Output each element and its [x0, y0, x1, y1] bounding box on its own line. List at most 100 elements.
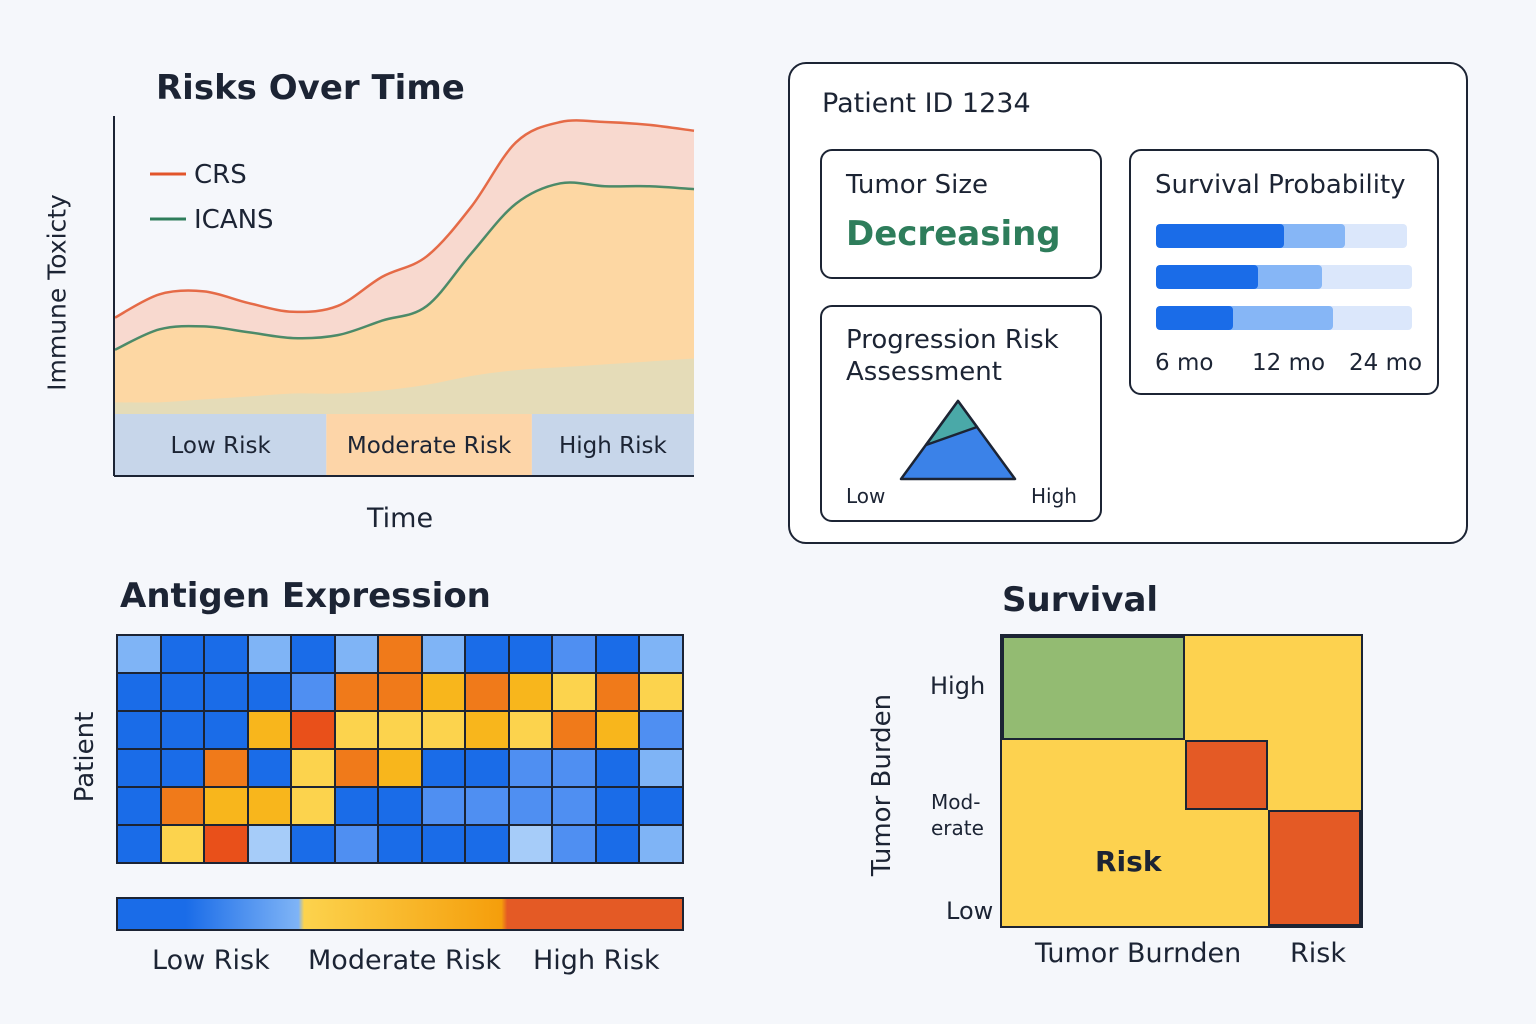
- survival-tick-12mo: 12 mo: [1252, 350, 1326, 376]
- survival-bar-1: [1156, 265, 1412, 289]
- tumor-size-label: Tumor Size: [846, 170, 988, 200]
- progression-low-label: Low: [846, 484, 886, 508]
- heatmap-cell: [248, 750, 291, 786]
- heatmap-cell: [292, 712, 334, 748]
- heatmap-cell: [596, 750, 639, 786]
- risks-y-axis-label: Immune Toxicty: [42, 194, 72, 391]
- heatmap-cell: [596, 788, 639, 824]
- progression-risk-title: Progression Risk Assessment: [846, 325, 1059, 387]
- heatmap-cell: [205, 636, 247, 672]
- survival-bar-2: [1156, 306, 1412, 330]
- heatmap-cell: [248, 712, 291, 748]
- area-line-0: [114, 119, 695, 319]
- heatmap-cell: [335, 826, 378, 862]
- heatmap-cell: [466, 674, 508, 710]
- heatmap-cell: [596, 826, 639, 862]
- heatmap-cell: [118, 712, 160, 748]
- heatmap-cell: [335, 674, 378, 710]
- heatmap-cell: [161, 826, 204, 862]
- heatmap-cell: [335, 712, 378, 748]
- survival-cell-2: [1267, 810, 1361, 926]
- colorbar-label-high: High Risk: [533, 945, 660, 976]
- risks-chart: Low Risk Moderate Risk High Risk CRS ICANS: [113, 116, 695, 477]
- risk-band-label-1: Moderate Risk: [347, 433, 512, 459]
- heatmap-cell: [509, 750, 552, 786]
- survival-bar-fill-0: [1156, 224, 1284, 248]
- survival-tick-6mo: 6 mo: [1155, 350, 1214, 376]
- survival-chart-title: Survival: [1002, 580, 1159, 620]
- heatmap-cell: [248, 636, 291, 672]
- legend-label-0: CRS: [194, 160, 247, 190]
- heatmap-cell: [422, 826, 465, 862]
- survival-y-tick-moderate: Mod- erate: [931, 790, 984, 840]
- heatmap-cell: [161, 712, 204, 748]
- survival-cell-1: [1185, 740, 1268, 810]
- heatmap-cell: [379, 788, 421, 824]
- area-fill-1: [115, 182, 694, 414]
- survival-x-axis-label: Tumor Burnden: [1035, 938, 1242, 969]
- heatmap-cell: [205, 750, 247, 786]
- heatmap-cell: [553, 750, 595, 786]
- heatmap-cell: [205, 674, 247, 710]
- heatmap-cell: [553, 826, 595, 862]
- area-fill-2: [115, 358, 694, 414]
- heatmap-cell: [292, 636, 334, 672]
- heatmap-cell: [161, 788, 204, 824]
- heatmap-cell: [205, 826, 247, 862]
- heatmap-cell: [466, 750, 508, 786]
- heatmap-cell: [335, 788, 378, 824]
- heatmap-cell: [379, 712, 421, 748]
- survival-probability-title: Survival Probability: [1155, 170, 1406, 200]
- antigen-y-axis-label: Patient: [70, 711, 100, 803]
- heatmap-cell: [596, 674, 639, 710]
- legend-label-1: ICANS: [194, 205, 274, 235]
- risk-band-label-0: Low Risk: [171, 433, 272, 459]
- heatmap-cell: [161, 636, 204, 672]
- heatmap-cell: [205, 712, 247, 748]
- heatmap-cell: [248, 788, 291, 824]
- heatmap-cell: [640, 750, 682, 786]
- heatmap-cell: [509, 712, 552, 748]
- heatmap-cell: [118, 636, 160, 672]
- heatmap-cell: [422, 636, 465, 672]
- survival-y-tick-high: High: [930, 672, 986, 700]
- heatmap-cell: [335, 750, 378, 786]
- heatmap-cell: [640, 788, 682, 824]
- survival-y-axis-label: Tumor Burden: [867, 693, 897, 877]
- heatmap-cell: [422, 674, 465, 710]
- heatmap-cell: [292, 788, 334, 824]
- heatmap-cell: [118, 674, 160, 710]
- heatmap-cell: [640, 674, 682, 710]
- heatmap-cell: [466, 712, 508, 748]
- heatmap-cell: [292, 826, 334, 862]
- heatmap-cell: [640, 712, 682, 748]
- heatmap-cell: [118, 750, 160, 786]
- survival-center-label: Risk: [1095, 845, 1162, 878]
- heatmap-cell: [161, 674, 204, 710]
- heatmap-cell: [553, 636, 595, 672]
- risk-band-label-2: High Risk: [559, 433, 668, 459]
- survival-bar-fill-1: [1156, 265, 1259, 289]
- heatmap-cell: [379, 750, 421, 786]
- risks-x-axis-label: Time: [367, 503, 434, 534]
- heatmap-cell: [466, 788, 508, 824]
- heatmap-cell: [292, 750, 334, 786]
- heatmap-cell: [509, 826, 552, 862]
- heatmap-cell: [379, 674, 421, 710]
- antigen-chart-title: Antigen Expression: [120, 576, 491, 616]
- risk-band-0: [115, 414, 327, 475]
- antigen-heatmap: [116, 634, 684, 864]
- heatmap-cell: [466, 636, 508, 672]
- tumor-size-value: Decreasing: [846, 214, 1061, 254]
- heatmap-cell: [161, 750, 204, 786]
- heatmap-cell: [509, 788, 552, 824]
- heatmap-cell: [596, 712, 639, 748]
- heatmap-cell: [292, 674, 334, 710]
- heatmap-cell: [466, 826, 508, 862]
- heatmap-cell: [248, 826, 291, 862]
- heatmap-cell: [640, 826, 682, 862]
- survival-bar-0: [1156, 224, 1407, 248]
- colorbar-label-moderate: Moderate Risk: [308, 945, 501, 976]
- progression-high-label: High: [1031, 484, 1077, 508]
- heatmap-cell: [379, 636, 421, 672]
